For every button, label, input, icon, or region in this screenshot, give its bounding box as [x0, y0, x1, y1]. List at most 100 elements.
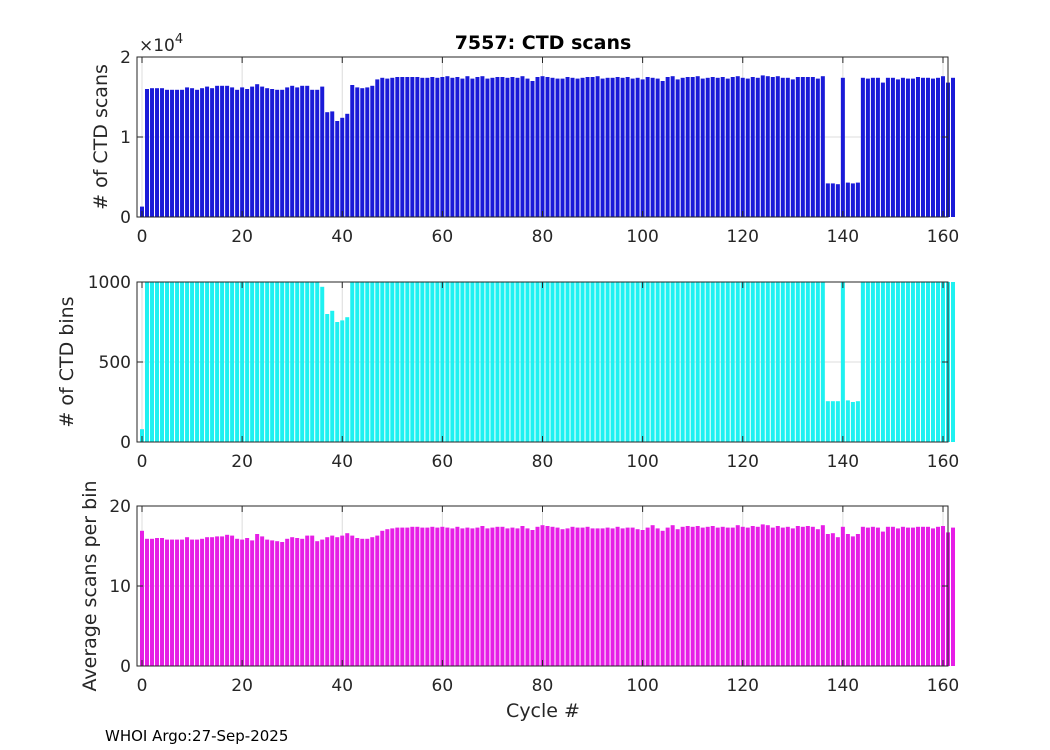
bar — [905, 527, 910, 666]
bar — [660, 81, 665, 217]
bar — [210, 88, 215, 217]
bar — [270, 540, 275, 666]
bar — [245, 89, 250, 217]
bar — [940, 526, 945, 666]
bar — [185, 282, 190, 442]
bar — [460, 528, 465, 666]
bar — [720, 282, 725, 442]
bar — [155, 88, 160, 217]
bar — [220, 536, 225, 666]
bar — [430, 77, 435, 217]
bar — [655, 78, 660, 217]
bar — [895, 79, 900, 218]
bar — [595, 76, 600, 217]
bar — [930, 78, 935, 217]
bar — [690, 282, 695, 442]
bar — [765, 282, 770, 442]
bar — [580, 527, 585, 666]
bar — [485, 528, 490, 666]
bar — [465, 282, 470, 442]
bar — [810, 77, 815, 217]
bar — [345, 317, 350, 442]
bar — [645, 527, 650, 666]
bar — [290, 282, 295, 442]
bar — [530, 530, 535, 666]
y-axis-label-3: Average scans per bin — [79, 480, 101, 691]
bar — [640, 79, 645, 218]
bar — [951, 527, 955, 666]
bar — [650, 77, 655, 217]
footer-text: WHOI Argo:27-Sep-2025 — [105, 727, 288, 745]
bar — [500, 282, 505, 442]
bar — [685, 526, 690, 666]
bar — [615, 282, 620, 442]
bar — [750, 526, 755, 666]
bar — [560, 282, 565, 442]
bar — [785, 77, 790, 217]
bars-panel-1 — [140, 75, 955, 218]
bar — [275, 89, 280, 217]
bar — [410, 526, 415, 666]
bar — [555, 282, 560, 442]
bar — [180, 282, 185, 442]
bar — [565, 77, 570, 217]
bar — [735, 282, 740, 442]
bar — [550, 526, 555, 666]
bar — [435, 77, 440, 217]
bar — [425, 527, 430, 666]
bar — [265, 539, 270, 666]
bar — [730, 282, 735, 442]
bar — [285, 538, 290, 666]
bar — [445, 76, 450, 217]
bar — [530, 81, 535, 217]
bar — [695, 526, 700, 666]
bar — [570, 526, 575, 666]
y-tick-label: 0 — [120, 433, 131, 453]
bar — [290, 537, 295, 666]
bar — [560, 78, 565, 217]
bar — [420, 77, 425, 217]
bar — [510, 282, 515, 442]
bar — [630, 282, 635, 442]
bar — [215, 536, 220, 666]
bar — [440, 77, 445, 217]
y-tick-label: 500 — [99, 353, 131, 373]
bar — [585, 282, 590, 442]
bar — [305, 85, 310, 217]
bar — [825, 401, 830, 442]
bar — [920, 282, 925, 442]
bar — [610, 77, 615, 217]
bar — [160, 282, 165, 442]
bar — [255, 282, 260, 442]
bar — [430, 282, 435, 442]
bar — [900, 77, 905, 217]
panel-scans-per-bin: 0 20 40 60 80 100 120 140 160 0 10 20 Average scans… — [79, 480, 959, 722]
bar — [190, 88, 195, 217]
bar — [865, 282, 870, 442]
bar — [935, 77, 940, 217]
bar — [590, 77, 595, 217]
bar — [450, 77, 455, 217]
bar — [525, 78, 530, 217]
bar — [175, 282, 180, 442]
x-tick-label: 100 — [626, 676, 658, 696]
bar — [745, 527, 750, 666]
bar — [190, 539, 195, 666]
bar — [450, 282, 455, 442]
bar — [830, 533, 835, 666]
y-tick-label: 1000 — [88, 273, 131, 293]
bar — [335, 322, 340, 442]
bar — [515, 282, 520, 442]
x-tick-label: 140 — [827, 227, 859, 247]
bar — [725, 78, 730, 217]
bar — [315, 541, 320, 666]
bar — [465, 76, 470, 217]
bar — [775, 282, 780, 442]
bar — [445, 282, 450, 442]
bar — [490, 77, 495, 217]
bar — [170, 539, 175, 666]
bar — [275, 282, 280, 442]
bar — [780, 282, 785, 442]
bar — [305, 282, 310, 442]
x-tick-label: 60 — [432, 676, 454, 696]
